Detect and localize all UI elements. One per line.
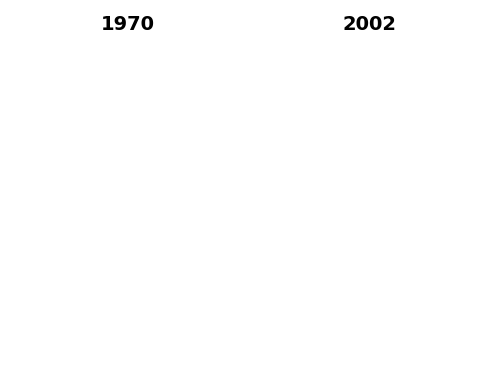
Title: 2002: 2002 xyxy=(343,15,397,34)
Title: 1970: 1970 xyxy=(101,15,155,34)
